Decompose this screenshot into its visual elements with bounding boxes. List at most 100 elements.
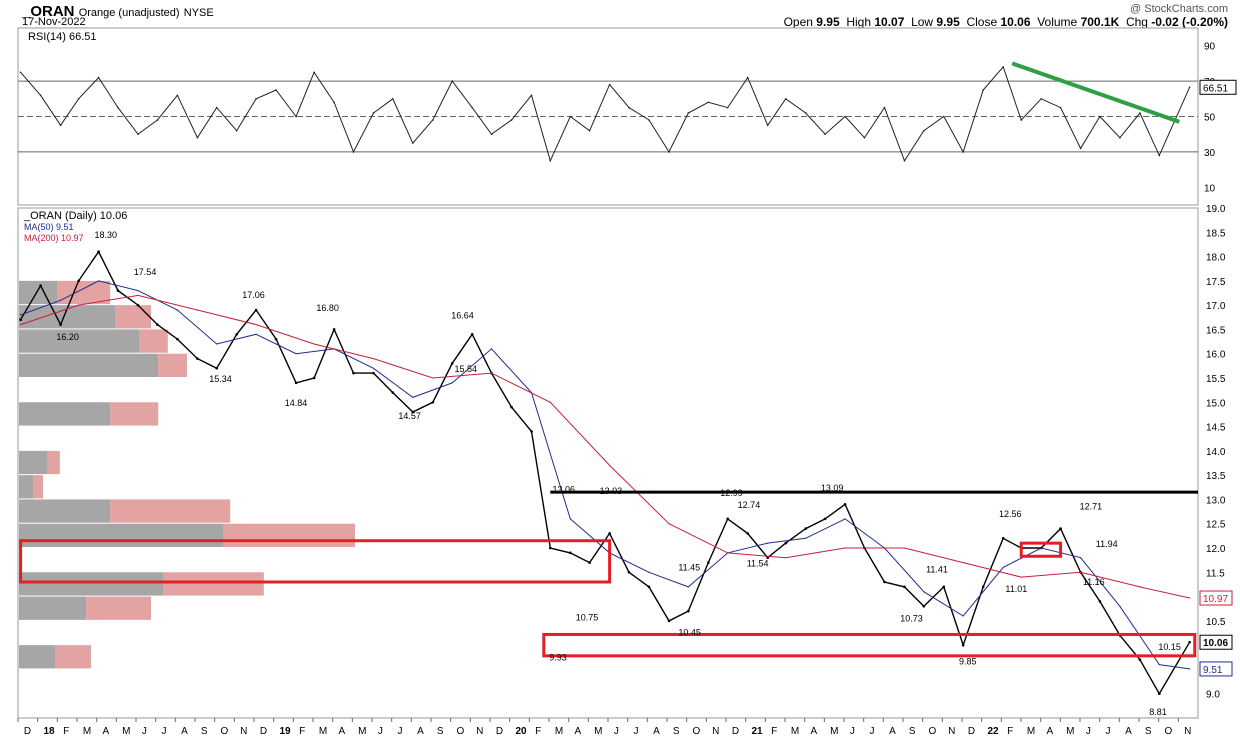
x-tick-label: O bbox=[221, 726, 229, 737]
rsi-point bbox=[39, 94, 42, 97]
x-tick-label: 22 bbox=[988, 726, 1000, 737]
price-y-tick-label: 13.5 bbox=[1206, 471, 1226, 482]
price-label: 13.09 bbox=[821, 483, 844, 493]
rsi-point bbox=[451, 80, 453, 82]
x-tick-label: F bbox=[63, 726, 69, 737]
x-tick-label: N bbox=[1184, 726, 1191, 737]
price-label: 17.06 bbox=[242, 290, 265, 300]
highlight-box bbox=[542, 632, 1197, 658]
price-y-tick-label: 15.5 bbox=[1206, 374, 1226, 385]
rsi-point bbox=[471, 106, 473, 109]
series-point bbox=[255, 323, 257, 326]
price-label: 16.80 bbox=[316, 303, 339, 313]
series-point bbox=[78, 304, 80, 306]
x-tick-label: J bbox=[850, 726, 855, 737]
series-point bbox=[59, 323, 62, 326]
series-point bbox=[647, 585, 651, 589]
series-point bbox=[451, 382, 453, 384]
series-point bbox=[254, 308, 258, 312]
price-label: 13.03 bbox=[600, 486, 623, 496]
rsi-line bbox=[20, 65, 1191, 163]
series-point bbox=[844, 547, 846, 549]
rsi-point bbox=[275, 89, 277, 91]
price-y-tick-label: 15.0 bbox=[1206, 398, 1226, 409]
series-point bbox=[727, 552, 729, 554]
volume-by-price-down bbox=[19, 475, 34, 499]
x-tick-label: A bbox=[1125, 726, 1132, 737]
series-point bbox=[352, 371, 355, 375]
series-point bbox=[432, 377, 434, 379]
volume-label: Volume bbox=[1037, 15, 1078, 29]
series-point bbox=[19, 318, 22, 322]
series-point bbox=[196, 357, 199, 360]
price-label: 10.15 bbox=[1158, 642, 1181, 652]
rsi-point bbox=[97, 76, 100, 79]
series-point bbox=[766, 556, 769, 560]
x-tick-label: S bbox=[201, 726, 208, 737]
rsi-point bbox=[1188, 86, 1191, 89]
volume-by-price-up bbox=[47, 450, 60, 475]
rsi-point bbox=[844, 115, 846, 118]
volume-by-price-up bbox=[86, 596, 151, 620]
volume-by-price-down bbox=[19, 280, 58, 305]
rsi-trendline bbox=[1011, 61, 1180, 124]
series-point bbox=[767, 542, 769, 544]
rsi-y-tick-label: 50 bbox=[1204, 113, 1216, 124]
low-label: Low bbox=[911, 15, 934, 29]
rsi-y-tick-label: 90 bbox=[1204, 42, 1216, 53]
series-point bbox=[568, 551, 572, 555]
quote-bar: Open 9.95 High 10.07 Low 9.95 Close 10.0… bbox=[784, 15, 1228, 29]
volume-by-price-down bbox=[19, 645, 55, 669]
volume-by-price-up bbox=[158, 353, 187, 377]
chart-date: 17-Nov-2022 bbox=[22, 16, 86, 28]
volume-by-price-down bbox=[19, 402, 111, 426]
open-value: 9.95 bbox=[816, 15, 840, 29]
series-point bbox=[470, 332, 474, 336]
volume-by-price-down bbox=[19, 572, 163, 596]
rsi-point bbox=[59, 124, 62, 127]
series-point bbox=[136, 303, 140, 307]
x-tick-label: F bbox=[535, 726, 541, 737]
series-point bbox=[137, 289, 139, 292]
rsi-point bbox=[903, 159, 906, 162]
rsi-point bbox=[883, 106, 886, 109]
rsi-point bbox=[569, 115, 572, 118]
rsi-point bbox=[1059, 106, 1062, 109]
series-point bbox=[294, 381, 298, 385]
series-point bbox=[1059, 527, 1062, 530]
series-point bbox=[883, 580, 886, 584]
price-y-tick-label: 18.5 bbox=[1206, 228, 1226, 239]
rsi-point bbox=[549, 159, 552, 162]
price-label: 9.93 bbox=[549, 653, 567, 663]
rsi-point bbox=[196, 136, 199, 139]
series-point bbox=[216, 343, 218, 345]
series-point bbox=[431, 400, 435, 404]
series-point bbox=[569, 518, 571, 520]
rsi-point bbox=[608, 83, 611, 86]
price-y-tick-label: 17.0 bbox=[1206, 301, 1226, 312]
x-tick-label: M bbox=[358, 726, 366, 737]
series-point bbox=[746, 532, 749, 535]
series-point bbox=[785, 557, 787, 559]
series-point bbox=[391, 391, 395, 394]
rsi-point bbox=[392, 98, 394, 100]
x-tick-label: N bbox=[240, 726, 247, 737]
x-tick-label: D bbox=[496, 726, 503, 737]
low-value: 9.95 bbox=[936, 15, 960, 29]
x-tick-label: A bbox=[575, 726, 582, 737]
x-tick-label: M bbox=[319, 726, 327, 737]
price-label: 12.56 bbox=[999, 509, 1022, 519]
series-point bbox=[843, 502, 847, 506]
rsi-point bbox=[804, 112, 807, 114]
rsi-point bbox=[746, 76, 749, 79]
rsi-point bbox=[1158, 154, 1161, 157]
rsi-point bbox=[156, 119, 159, 121]
volume-by-price-up bbox=[33, 475, 43, 499]
x-tick-label: A bbox=[339, 726, 346, 737]
series-point bbox=[627, 570, 631, 574]
x-tick-label: S bbox=[673, 726, 680, 737]
rsi-point bbox=[784, 98, 787, 100]
x-tick-label: J bbox=[398, 726, 403, 737]
price-label: 12.71 bbox=[1080, 502, 1103, 512]
series-point bbox=[903, 547, 906, 549]
